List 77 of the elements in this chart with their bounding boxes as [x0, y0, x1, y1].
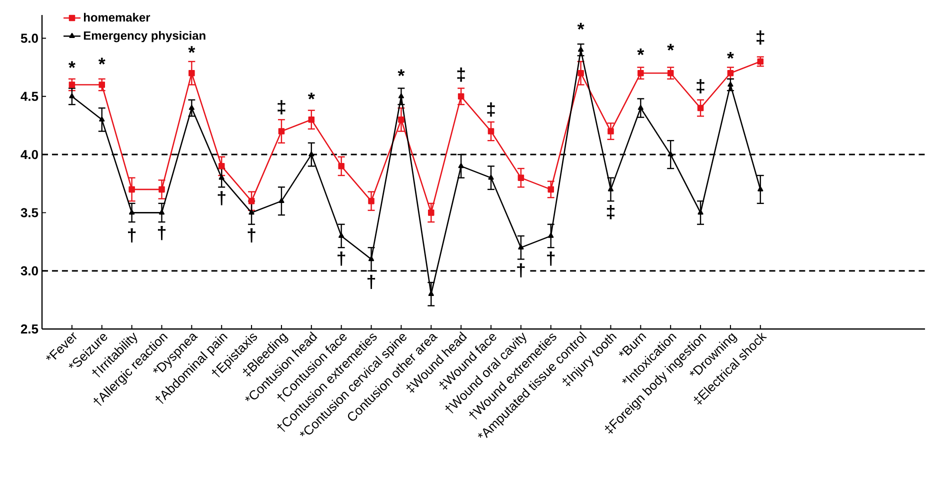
annotation: † — [128, 228, 136, 243]
point — [758, 186, 764, 192]
annotation: * — [667, 44, 674, 51]
annotation: * — [68, 61, 76, 68]
annotation: † — [248, 228, 256, 243]
point — [638, 70, 644, 76]
point — [368, 198, 374, 204]
annotation: † — [158, 226, 166, 240]
point — [488, 174, 494, 180]
annotation: † — [547, 252, 555, 266]
point — [548, 186, 554, 193]
point — [69, 93, 75, 98]
y-tick-label: 3.5 — [20, 208, 38, 218]
y-tick-label: 5.0 — [20, 34, 38, 43]
point — [218, 174, 224, 180]
annotation: * — [188, 46, 196, 53]
point — [398, 116, 404, 123]
point — [338, 163, 344, 170]
point — [638, 104, 644, 110]
y-tick-label: 4.0 — [20, 150, 38, 160]
point — [128, 186, 135, 193]
point — [578, 46, 584, 52]
point — [697, 104, 704, 112]
point — [68, 82, 76, 88]
point — [578, 70, 584, 76]
point — [728, 82, 734, 87]
legend-label: Emergency physician — [84, 31, 206, 42]
point — [428, 210, 434, 216]
annotation: † — [338, 252, 346, 266]
point — [278, 128, 285, 134]
point — [218, 163, 225, 170]
annotation: † — [517, 263, 525, 278]
point — [698, 210, 704, 215]
annotation: ‡ — [278, 100, 286, 114]
point — [458, 93, 464, 100]
annotation: ‡ — [696, 79, 704, 94]
point — [129, 210, 135, 215]
point — [488, 128, 494, 134]
annotation: * — [398, 69, 405, 76]
point — [608, 128, 614, 134]
point — [398, 93, 404, 98]
annotation: ‡ — [457, 68, 465, 82]
y-tick-label: 2.5 — [20, 324, 38, 334]
point — [188, 104, 194, 110]
point — [248, 210, 254, 215]
point — [548, 232, 554, 238]
point — [188, 70, 195, 76]
point — [727, 70, 734, 76]
point — [248, 198, 255, 204]
point — [158, 186, 165, 193]
point — [368, 256, 374, 262]
annotation: * — [637, 48, 644, 56]
point — [518, 174, 524, 181]
point — [158, 210, 165, 215]
point — [668, 151, 674, 156]
legend-label: homemaker — [84, 12, 150, 22]
annotation: ‡ — [756, 30, 764, 45]
point — [518, 244, 524, 250]
annotation: ‡ — [606, 205, 615, 220]
annotation: * — [98, 58, 106, 64]
point — [458, 163, 464, 168]
annotation: † — [218, 191, 226, 206]
point — [338, 232, 344, 238]
y-tick-label: 3.0 — [20, 266, 38, 276]
point — [98, 82, 106, 88]
annotation: † — [367, 274, 376, 290]
point — [308, 116, 315, 123]
annotation: * — [577, 22, 584, 30]
y-tick-label: 4.5 — [20, 92, 38, 101]
point — [667, 70, 674, 76]
point — [308, 151, 314, 156]
annotation: ‡ — [487, 102, 495, 117]
annotation: * — [308, 92, 315, 100]
point — [99, 116, 105, 122]
annotation: * — [727, 52, 734, 59]
point — [278, 198, 284, 203]
point — [757, 58, 764, 65]
